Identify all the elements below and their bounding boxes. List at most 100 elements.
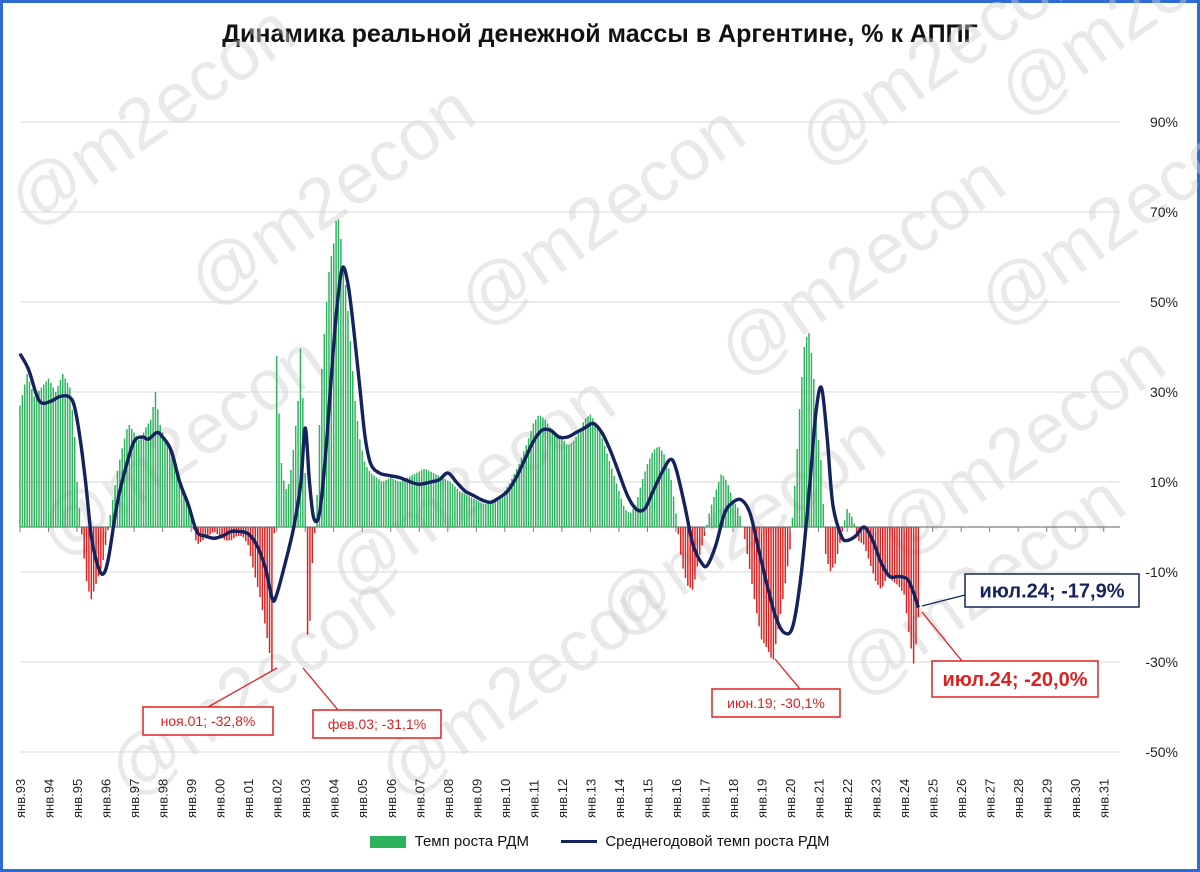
bar	[309, 527, 311, 621]
bar	[316, 495, 318, 527]
bar	[763, 527, 765, 644]
bar	[38, 390, 40, 527]
bar	[451, 484, 454, 527]
bar	[556, 437, 558, 527]
bar	[725, 479, 727, 527]
bar	[444, 479, 447, 527]
bar	[810, 353, 813, 527]
bar	[97, 527, 100, 577]
bar	[867, 527, 870, 559]
bar	[625, 510, 627, 527]
bar	[159, 425, 161, 527]
bar	[249, 527, 252, 557]
bar	[551, 431, 554, 527]
bar	[292, 450, 295, 527]
bar	[299, 348, 302, 527]
bar	[722, 476, 725, 527]
bar	[306, 527, 309, 635]
bar	[808, 333, 810, 527]
x-tick-label: янв.19	[755, 779, 770, 818]
bar	[318, 425, 321, 527]
bar	[485, 504, 487, 527]
bar	[230, 527, 233, 541]
x-tick-label: янв.94	[42, 779, 57, 818]
y-tick-label: 70%	[1150, 204, 1178, 220]
bar	[675, 513, 677, 527]
bar	[33, 396, 35, 527]
legend-label-bars: Темп роста РДМ	[414, 832, 529, 850]
bar	[447, 480, 449, 527]
bar	[385, 480, 387, 527]
bar	[568, 444, 570, 527]
bar	[83, 527, 85, 559]
bar	[841, 527, 844, 532]
bar	[855, 527, 858, 533]
bar	[582, 422, 584, 527]
bar	[829, 527, 832, 572]
bar	[323, 334, 325, 527]
bar	[717, 482, 720, 527]
bar	[687, 527, 689, 586]
bar	[378, 479, 380, 527]
bar	[397, 481, 399, 527]
bar	[900, 527, 903, 591]
bar	[458, 491, 461, 527]
bar	[539, 415, 542, 527]
bar	[751, 527, 753, 584]
bar	[710, 504, 713, 527]
bar	[480, 502, 482, 527]
bar	[463, 493, 466, 527]
bar	[221, 527, 223, 538]
annotation-box	[312, 709, 442, 739]
watermark-text: @m2econ	[363, 559, 679, 813]
y-tick-label: 50%	[1150, 294, 1178, 310]
bar	[824, 527, 827, 554]
bar	[54, 392, 57, 527]
bar	[461, 492, 463, 527]
bar	[917, 527, 920, 617]
legend-item-bars: Темп роста РДМ	[370, 833, 529, 850]
bar	[715, 489, 718, 527]
bar	[351, 371, 354, 527]
bar	[542, 417, 544, 527]
bar	[71, 410, 74, 527]
bar	[247, 527, 249, 545]
annotation-box	[964, 573, 1140, 608]
bar	[601, 438, 604, 527]
bar	[599, 432, 601, 527]
bar	[820, 460, 822, 527]
bar	[57, 386, 59, 527]
bar	[482, 503, 485, 527]
bar	[546, 423, 549, 527]
bar	[665, 461, 668, 527]
watermark-text: @m2econ	[703, 139, 1019, 393]
annotation-label: ноя.01; -32,8%	[161, 713, 256, 729]
x-tick-label: янв.29	[1040, 779, 1055, 818]
bar	[347, 311, 349, 527]
bar	[544, 419, 546, 527]
bar	[335, 221, 337, 527]
bar	[382, 481, 385, 527]
bar	[903, 527, 905, 595]
bar	[435, 474, 437, 527]
bar	[280, 463, 283, 527]
bar	[494, 499, 497, 527]
bar	[64, 378, 66, 527]
bar	[449, 481, 451, 527]
bar	[663, 454, 665, 527]
bar	[786, 527, 789, 567]
bar	[195, 527, 197, 541]
bar	[73, 437, 76, 527]
bar	[748, 527, 751, 569]
bar	[554, 434, 556, 527]
annotation-leader	[207, 667, 278, 708]
y-tick-label: 10%	[1150, 474, 1178, 490]
x-tick-label: янв.22	[840, 779, 855, 818]
bar	[775, 527, 777, 645]
bar	[35, 393, 38, 527]
annotation-label: июл.24; -20,0%	[943, 669, 1088, 691]
x-tick-label: янв.31	[1097, 779, 1112, 818]
bar	[252, 527, 254, 568]
bar	[660, 450, 663, 527]
bar	[180, 483, 183, 527]
